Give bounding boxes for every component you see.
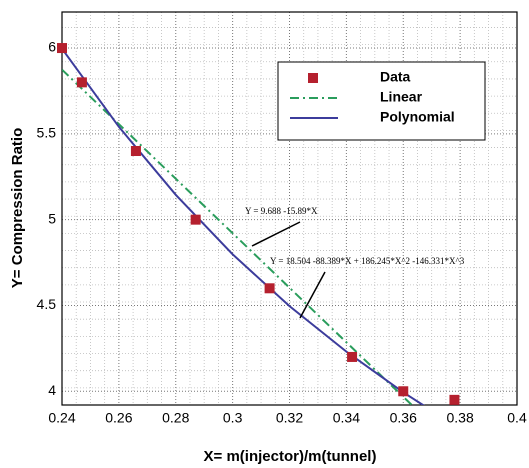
x-tick-label: 0.3 [223,410,243,426]
data-point [57,43,67,54]
data-point [347,351,358,362]
x-tick-label: 0.36 [390,410,417,426]
annotation-pointer [299,271,326,319]
y-tick-label: 5.5 [37,125,57,141]
plot-area [62,48,425,405]
data-point [398,386,409,397]
data-point [76,77,87,88]
series-line [62,68,414,405]
x-tick-label: 0.26 [105,410,132,426]
x-axis-label: X= m(injector)/m(tunnel) [204,448,377,465]
x-tick-label: 0.28 [162,410,189,426]
data-point [130,146,141,157]
plot-frame [61,11,518,406]
legend-swatch [308,73,318,83]
x-tick-label: 0.4 [507,410,527,426]
data-point [264,283,275,294]
y-tick-label: 5 [48,210,56,226]
legend-label: Linear [380,89,423,105]
annotation-pointer [251,221,301,247]
series-line [62,48,425,405]
x-tick-label: 0.38 [447,410,474,426]
y-axis-label: Y= Compression Ratio [9,128,26,288]
x-tick-label: 0.34 [333,410,360,426]
legend-label: Data [380,69,411,85]
data-point [449,394,460,405]
annotation: Y = 18.504 -88.389*X + 186.245*X^2 -146.… [270,256,465,266]
y-tick-label: 6 [48,39,56,55]
x-tick-label: 0.32 [276,410,303,426]
legend-label: Polynomial [380,109,455,125]
y-tick-label: 4.5 [37,296,57,312]
data-point [190,214,201,225]
x-tick-label: 0.24 [48,410,75,426]
annotation: Y = 9.688 -15.89*X [245,206,318,216]
y-tick-label: 4 [48,382,56,398]
